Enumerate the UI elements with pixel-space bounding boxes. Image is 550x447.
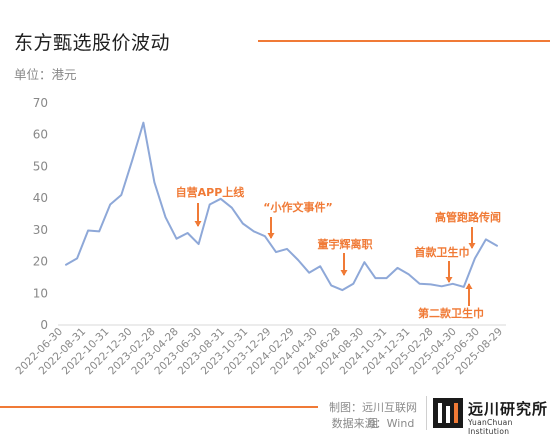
footer-divider [0,406,318,408]
annotation-arrow-head [340,270,348,276]
y-tick-label: 70 [33,96,48,110]
annotation-label: 首款卫生巾 [415,245,470,259]
annotation-arrow-head [445,277,453,283]
y-tick-label: 60 [33,128,48,142]
annotation-label: 董宇辉离职 [318,237,373,251]
y-tick-label: 20 [33,255,48,269]
brand-english-name: YuanChuan Institution [468,418,513,436]
brand-name: 远川研究所 [468,400,549,418]
price-line [65,121,498,292]
brand-divider [426,396,427,430]
title-divider [258,40,550,42]
y-tick-label: 10 [33,286,48,300]
annotation-arrow-head [468,243,476,249]
unit-label: 单位：港元 [14,67,77,82]
annotation-label: 自营APP上线 [176,185,245,199]
y-tick-label: 50 [33,159,48,173]
yuanchuan-logo-icon [433,398,463,428]
made-by-text: 制图：远川互联网组 [329,401,417,430]
annotation-arrow-head [267,233,275,239]
y-tick-label: 40 [33,191,48,205]
annotation-arrow-head [465,283,473,289]
annotation-arrow-head [194,221,202,227]
annotation-label: 高管跑路传闻 [435,210,501,224]
data-source-text: 数据来源：Wind [331,417,415,430]
y-tick-label: 0 [40,318,48,332]
chart-title: 东方甄选股价波动 [14,32,171,54]
y-tick-label: 30 [33,223,48,237]
annotation-label: 第二款卫生巾 [418,306,484,320]
annotation-label: “小作文事件” [263,200,332,214]
